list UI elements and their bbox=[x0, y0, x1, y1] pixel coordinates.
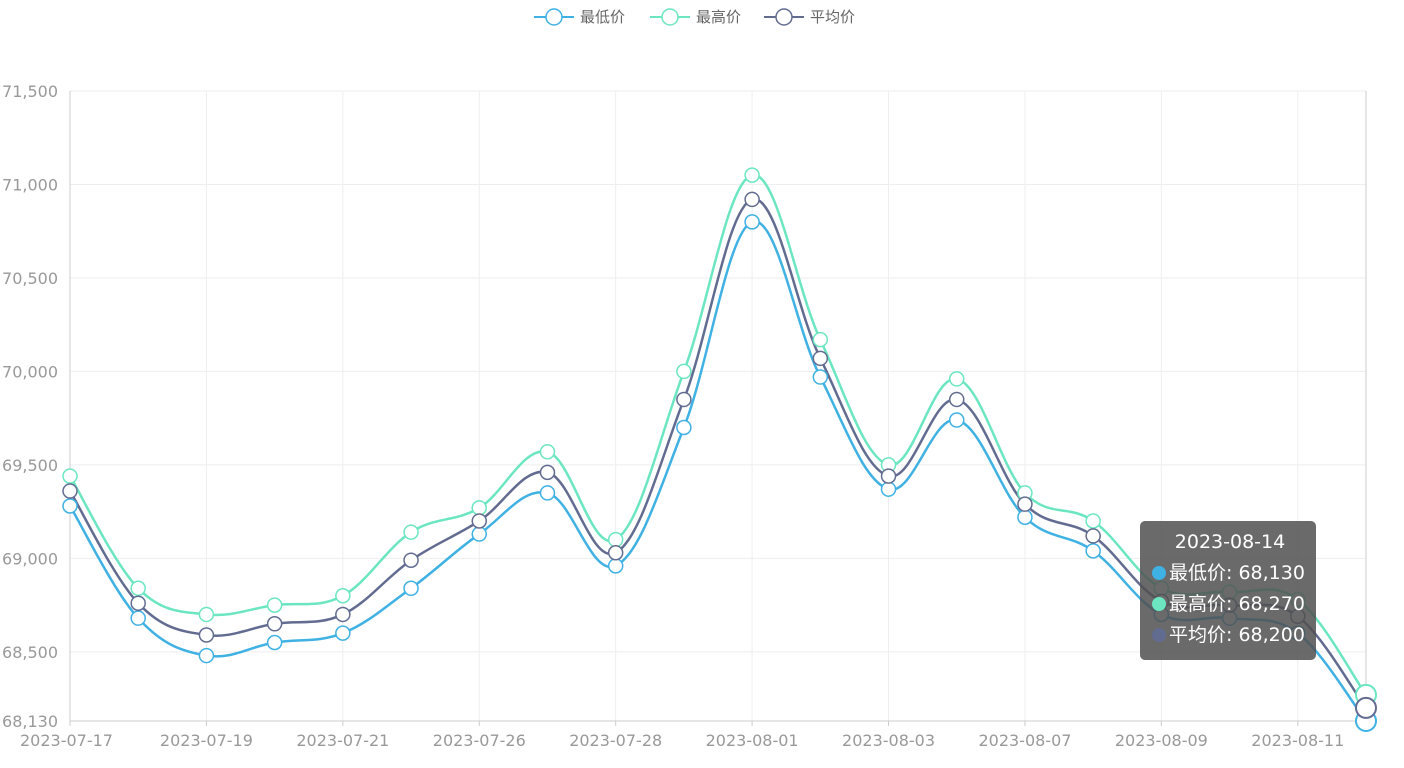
data-point[interactable] bbox=[539, 485, 556, 501]
legend-marker-icon bbox=[775, 8, 793, 26]
legend-marker-icon bbox=[661, 8, 679, 26]
data-point[interactable] bbox=[471, 526, 488, 542]
data-point[interactable] bbox=[948, 391, 965, 408]
tooltip: 2023-08-14 最低价: 68,130 最高价: 68,270 平均价: … bbox=[1140, 521, 1316, 660]
tooltip-row-high: 最高价: 68,270 bbox=[1152, 589, 1308, 620]
data-point[interactable] bbox=[266, 616, 283, 632]
y-tick-label: 69,000 bbox=[2, 549, 58, 568]
data-point[interactable] bbox=[130, 610, 146, 626]
series-dot-icon bbox=[1152, 597, 1166, 611]
data-point[interactable] bbox=[62, 498, 78, 514]
x-tick-label: 2023-08-07 bbox=[978, 731, 1071, 750]
x-tick-label: 2023-08-09 bbox=[1115, 731, 1208, 750]
data-point[interactable] bbox=[812, 350, 829, 367]
data-point[interactable] bbox=[607, 558, 624, 574]
data-point[interactable] bbox=[880, 468, 897, 484]
data-point[interactable] bbox=[198, 647, 215, 664]
y-tick-label: 70,500 bbox=[2, 269, 58, 288]
data-point[interactable] bbox=[403, 524, 419, 540]
tooltip-row-label: 平均价: 68,200 bbox=[1169, 624, 1305, 646]
series-line bbox=[68, 173, 1368, 696]
data-point[interactable] bbox=[948, 371, 965, 387]
y-axis-labels: 68,130 68,500 69,000 69,500 70,000 70,500 71,0… bbox=[2, 82, 58, 731]
x-tick-label: 2023-07-17 bbox=[20, 731, 113, 750]
data-point[interactable] bbox=[1085, 543, 1101, 559]
tooltip-row-low: 最低价: 68,130 bbox=[1152, 558, 1308, 589]
data-point[interactable] bbox=[1085, 528, 1101, 544]
data-point[interactable] bbox=[1017, 496, 1033, 512]
y-tick-label: 68,500 bbox=[2, 643, 58, 662]
data-point[interactable] bbox=[744, 191, 760, 208]
data-point[interactable] bbox=[403, 552, 419, 568]
tooltip-row-label: 最高价: 68,270 bbox=[1169, 593, 1305, 615]
data-point[interactable] bbox=[62, 483, 78, 499]
data-point[interactable] bbox=[812, 331, 829, 348]
data-point[interactable] bbox=[676, 363, 692, 380]
data-point[interactable] bbox=[335, 587, 351, 604]
series-lines bbox=[68, 173, 1368, 722]
x-tick-label: 2023-08-01 bbox=[706, 731, 799, 750]
x-tick-label: 2023-08-11 bbox=[1251, 731, 1344, 750]
x-tick-label: 2023-07-19 bbox=[160, 731, 253, 750]
y-tick-label: 71,500 bbox=[2, 82, 58, 101]
series-line bbox=[68, 220, 1367, 722]
x-tick-label: 2023-07-21 bbox=[296, 731, 389, 750]
legend-item[interactable]: 平均价 bbox=[764, 8, 855, 26]
data-point[interactable] bbox=[948, 412, 965, 428]
series-dot-icon bbox=[1152, 566, 1166, 580]
data-point[interactable] bbox=[471, 500, 488, 516]
y-tick-label: 71,000 bbox=[2, 175, 58, 194]
legend-label: 最高价 bbox=[696, 8, 741, 26]
data-point[interactable] bbox=[539, 444, 556, 460]
legend-label: 平均价 bbox=[810, 8, 855, 26]
tooltip-title: 2023-08-14 bbox=[1174, 531, 1286, 553]
tooltip-row-avg: 平均价: 68,200 bbox=[1152, 620, 1308, 651]
data-point[interactable] bbox=[130, 580, 146, 597]
data-point[interactable] bbox=[607, 531, 624, 548]
data-point[interactable] bbox=[198, 606, 215, 623]
x-axis-labels: 2023-07-17 2023-07-19 2023-07-21 2023-07-26… bbox=[20, 731, 1344, 750]
data-point[interactable] bbox=[62, 468, 78, 484]
data-point[interactable] bbox=[1355, 696, 1377, 719]
x-tick-label: 2023-08-03 bbox=[842, 731, 935, 750]
data-point[interactable] bbox=[1017, 509, 1033, 525]
legend-marker-icon bbox=[545, 8, 563, 26]
data-point[interactable] bbox=[744, 214, 760, 230]
data-point[interactable] bbox=[198, 627, 215, 643]
data-point[interactable] bbox=[471, 513, 488, 529]
data-point[interactable] bbox=[403, 580, 419, 597]
data-point[interactable] bbox=[744, 167, 760, 183]
series-line bbox=[68, 198, 1368, 709]
tooltip-row-label: 最低价: 68,130 bbox=[1169, 562, 1305, 584]
x-tick-label: 2023-07-28 bbox=[569, 731, 662, 750]
y-tick-label: 68,130 bbox=[2, 712, 58, 731]
data-point[interactable] bbox=[676, 419, 692, 436]
axes bbox=[69, 91, 1367, 726]
data-point[interactable] bbox=[1085, 513, 1101, 529]
data-point[interactable] bbox=[607, 545, 624, 561]
legend-item[interactable]: 最高价 bbox=[650, 8, 741, 26]
y-tick-label: 70,000 bbox=[2, 362, 58, 381]
data-point[interactable] bbox=[539, 464, 556, 481]
data-point[interactable] bbox=[130, 595, 146, 611]
legend[interactable]: 最低价 最高价 平均价 bbox=[534, 8, 855, 26]
y-tick-label: 69,500 bbox=[2, 456, 58, 475]
data-point[interactable] bbox=[676, 391, 692, 408]
data-point[interactable] bbox=[266, 597, 283, 613]
legend-item[interactable]: 最低价 bbox=[534, 8, 625, 26]
data-point[interactable] bbox=[266, 634, 283, 651]
data-point[interactable] bbox=[880, 481, 897, 497]
legend-label: 最低价 bbox=[580, 8, 625, 26]
x-tick-label: 2023-07-26 bbox=[433, 731, 526, 750]
series-dot-icon bbox=[1152, 628, 1166, 642]
data-point[interactable] bbox=[335, 606, 351, 623]
data-point[interactable] bbox=[335, 625, 351, 641]
data-point[interactable] bbox=[812, 369, 829, 385]
